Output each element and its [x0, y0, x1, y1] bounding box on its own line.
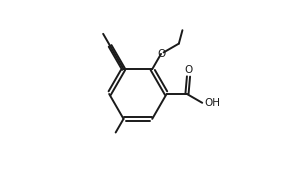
Text: OH: OH — [204, 98, 221, 108]
Text: O: O — [157, 49, 165, 59]
Text: O: O — [184, 65, 193, 75]
